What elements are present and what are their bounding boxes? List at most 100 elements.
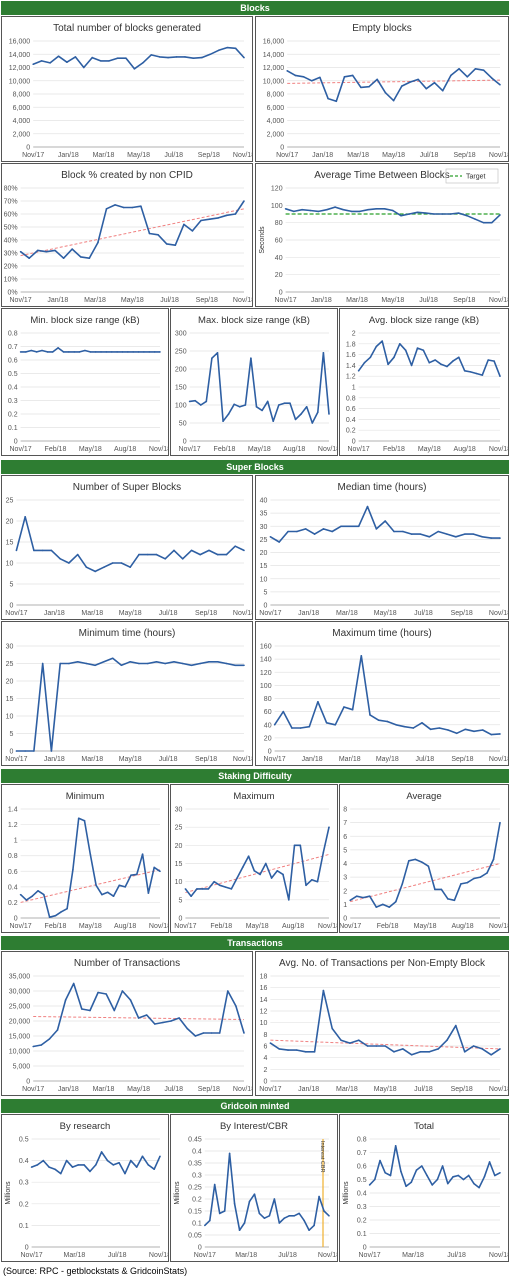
data-point [135,1166,138,1168]
data-point [244,404,247,406]
data-point [200,219,202,222]
y-tick-label: 15 [6,696,14,703]
data-point [482,69,485,71]
data-point [289,402,291,404]
x-tick-label: Nov/18 [489,297,508,304]
x-tick-label: Nov/18 [489,610,508,617]
x-tick-label: Mar/18 [336,610,358,617]
section-header-staking-difficulty: Staking Difficulty [1,769,509,783]
data-point [207,888,210,890]
chart-title-avg_time: Average Time Between Blocks [314,170,449,181]
data-point [276,869,279,872]
y-tick-label: 0.3 [19,1180,29,1187]
data-point [462,1178,465,1181]
data-point [118,1161,120,1164]
x-tick-label: Mar/18 [81,756,103,763]
y-tick-label: 12 [260,1009,268,1016]
data-point [247,855,250,858]
chart-block-pct-non-cpid: Block % created by non CPID 0% 10% 20% 30% 40… [1,163,253,307]
data-point [218,1032,221,1034]
y-tick-label: 12,000 [263,65,285,72]
data-point [143,351,145,353]
data-point [68,662,70,665]
y-tick-label: 0.4 [192,1149,202,1156]
data-point [42,1159,45,1162]
x-tick-label: May/18 [248,446,271,453]
y-tick-label: 140 [260,657,272,664]
data-point [33,549,35,552]
data-point [30,349,33,352]
x-tick-label: Mar/18 [84,297,106,304]
data-point [218,1212,221,1215]
y-axis-label-by_interest: Millions [174,1181,181,1205]
data-point [250,357,252,359]
y-tick-label: 1 [14,838,18,845]
x-tick-label: Jul/18 [414,610,433,617]
trend-line [20,208,245,257]
x-tick-label: Nov/17 [276,152,298,159]
x-tick-label: Nov/18 [149,923,168,930]
data-point [100,1151,103,1153]
chart-empty-blocks: Empty blocks 0 2,000 4,000 6,000 8,000 10,000 1… [255,16,509,162]
data-point [375,345,378,348]
data-point [116,351,118,353]
chart-title-stake_max: Maximum [233,791,274,802]
data-point [310,79,313,82]
data-point [273,1198,276,1200]
data-point [73,351,76,353]
data-point [400,85,403,87]
data-point [492,858,495,861]
y-tick-label: 10 [260,1020,268,1027]
data-point [499,733,501,735]
data-point [191,230,194,232]
data-point [41,662,44,665]
data-point [421,721,423,724]
data-point [446,365,448,368]
y-tick-label: 5 [178,897,182,904]
y-tick-label: 300 [175,331,187,338]
chart-number-of-super-blocks: Number of Super Blocks 0 5 10 15 20 25 Nov/17 Ja… [1,475,253,620]
data-point [428,361,431,364]
data-point [388,906,391,908]
chart-title-min_size: Min. block size range (kB) [30,315,139,326]
data-point [410,533,413,535]
data-point [225,553,228,556]
y-tick-label: 5,000 [13,1064,31,1071]
data-point [265,862,267,865]
y-tick-label: 8,000 [267,92,285,99]
data-point [137,351,140,353]
y-tick-label: 0.4 [8,884,18,891]
data-point [132,351,134,353]
data-point [360,655,363,657]
data-point [54,914,57,917]
data-point [217,217,220,219]
data-point [233,1203,236,1205]
data-point [409,81,411,83]
data-point [33,750,35,752]
y-tick-label: 0.1 [19,1223,29,1230]
y-tick-label: 0.2 [8,900,18,907]
data-point [402,530,404,533]
data-point [437,1048,439,1050]
data-point [129,660,131,663]
data-point [441,213,444,215]
data-point [190,549,193,552]
x-tick-label: Jul/18 [159,756,178,763]
data-point [304,1051,307,1053]
y-tick-label: 0.2 [8,412,18,419]
x-tick-label: Nov/18 [489,756,508,763]
data-point [188,400,191,403]
y-tick-label: 20 [175,843,183,850]
x-tick-label: Feb/18 [383,446,405,453]
data-point [357,1039,360,1041]
chart-avg-transactions-per-block: Avg. No. of Transactions per Non-Empty B… [255,951,509,1096]
data-point [194,399,196,402]
y-tick-label: 0.6 [8,358,18,365]
y-tick-label: 0.8 [8,331,18,338]
data-point [322,851,325,854]
data-point [103,660,105,663]
y-tick-label: 0 [198,1245,202,1252]
y-tick-label: 5 [9,582,13,589]
data-point [319,76,321,79]
data-point [243,1222,246,1224]
